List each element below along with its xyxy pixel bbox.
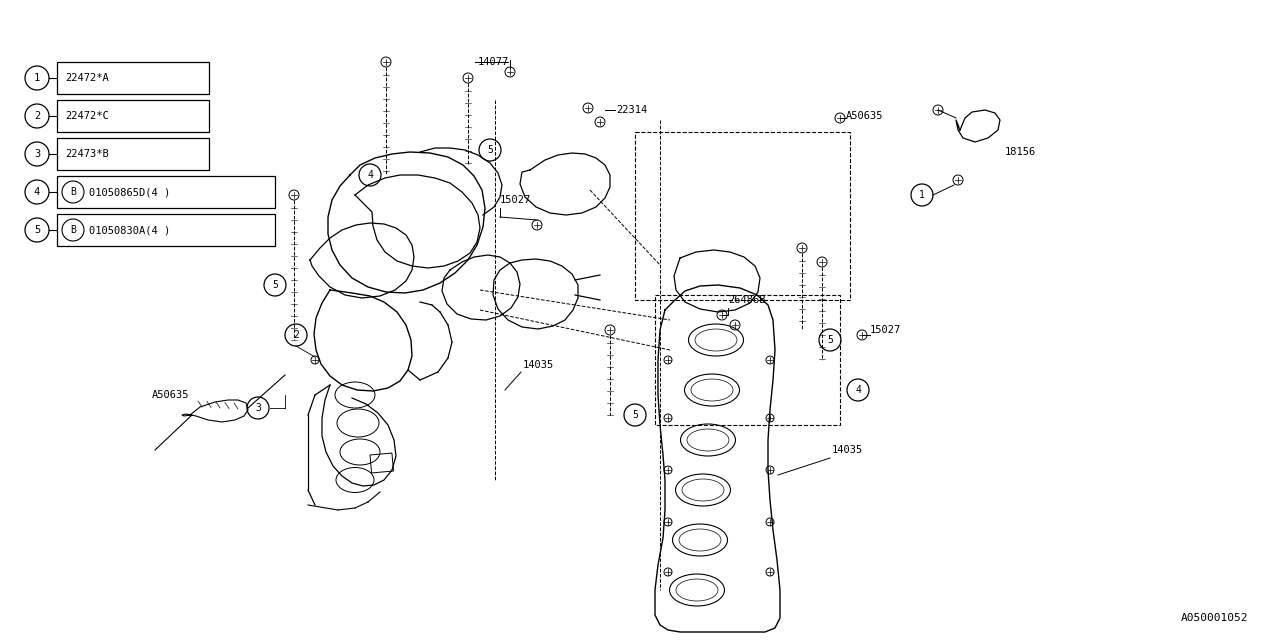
Text: 22473*B: 22473*B — [65, 149, 109, 159]
Text: 22472*A: 22472*A — [65, 73, 109, 83]
Text: B: B — [70, 225, 76, 235]
Text: 14035: 14035 — [524, 360, 554, 370]
Text: 2: 2 — [33, 111, 40, 121]
Text: 1: 1 — [33, 73, 40, 83]
Text: 5: 5 — [632, 410, 637, 420]
Text: 22314: 22314 — [616, 105, 648, 115]
Bar — [58, 214, 275, 246]
Text: A50635: A50635 — [152, 390, 189, 400]
Text: 3: 3 — [255, 403, 261, 413]
Text: 4: 4 — [367, 170, 372, 180]
Text: 14035: 14035 — [832, 445, 863, 455]
Text: 26486B: 26486B — [728, 295, 765, 305]
Text: 2: 2 — [293, 330, 300, 340]
Bar — [635, 132, 850, 300]
Bar — [58, 176, 275, 208]
Bar — [370, 453, 393, 473]
Text: 15027: 15027 — [500, 195, 531, 205]
Text: 1: 1 — [919, 190, 925, 200]
Bar — [655, 295, 840, 425]
Text: B: B — [70, 187, 76, 197]
Text: 01050830A(4 ): 01050830A(4 ) — [90, 225, 170, 235]
Text: 14077: 14077 — [477, 57, 509, 67]
Text: 4: 4 — [33, 187, 40, 197]
Bar — [58, 138, 209, 170]
Bar — [58, 62, 209, 94]
Text: 22472*C: 22472*C — [65, 111, 109, 121]
Text: 5: 5 — [273, 280, 278, 290]
Text: A050001052: A050001052 — [1180, 613, 1248, 623]
Text: 4: 4 — [855, 385, 861, 395]
Text: 3: 3 — [33, 149, 40, 159]
Text: 18156: 18156 — [1005, 147, 1037, 157]
Text: 01050865D(4 ): 01050865D(4 ) — [90, 187, 170, 197]
Text: A50635: A50635 — [846, 111, 883, 121]
Text: 5: 5 — [488, 145, 493, 155]
Text: 15027: 15027 — [870, 325, 901, 335]
Text: 5: 5 — [827, 335, 833, 345]
Text: 5: 5 — [33, 225, 40, 235]
Bar — [58, 100, 209, 132]
